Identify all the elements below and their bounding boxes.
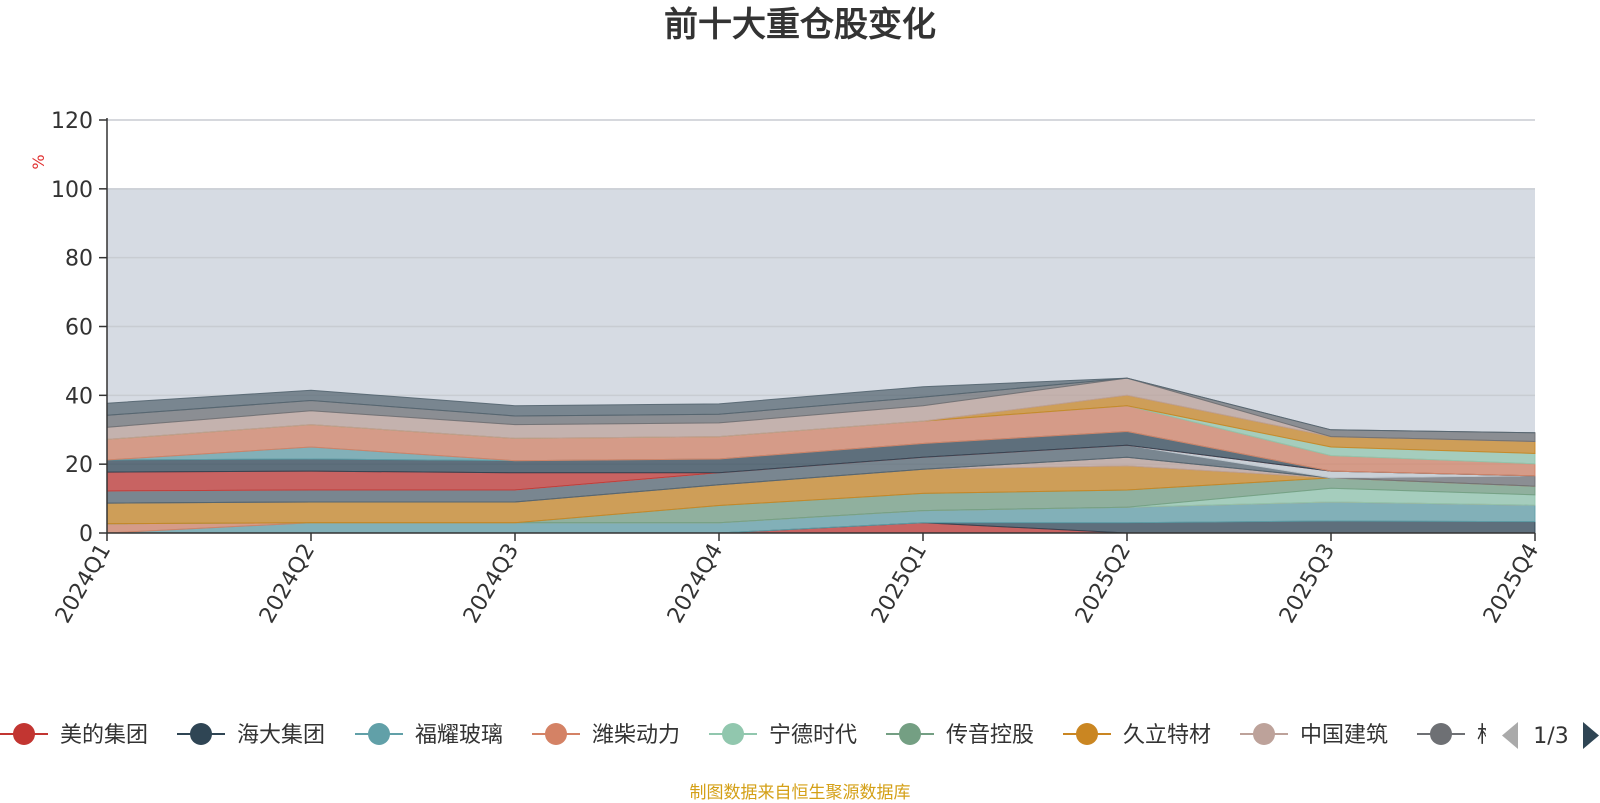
legend-item[interactable]: 海大集团 [177,723,325,748]
legend-prev-page-icon[interactable] [1502,722,1518,749]
legend: 美的集团 海大集团 福耀玻璃 潍柴动力 宁德时代 传音控股 久立特材 中国建筑 格 1/3 [0,722,1599,749]
legend-label: 宁德时代 [769,723,857,748]
chart-title: 前十大重仓股变化 [664,5,936,45]
y-tick-label: 0 [79,522,93,547]
y-axis-unit-label: % [29,154,48,169]
legend-item[interactable]: 潍柴动力 [532,723,680,748]
y-tick-label: 80 [65,247,93,272]
legend-marker-icon [899,723,921,745]
legend-item[interactable]: 美的集团 [0,723,148,748]
x-tick-label: 2025Q4 [1479,540,1544,628]
legend-item[interactable]: 传音控股 [886,723,1034,748]
legend-next-page-icon[interactable] [1583,722,1599,749]
legend-label: 传音控股 [946,723,1034,748]
legend-marker-icon [13,723,35,745]
legend-marker-icon [722,723,744,745]
area-series [106,377,1536,434]
y-tick-label: 20 [65,453,93,478]
y-tick-label: 40 [65,384,93,409]
legend-label: 久立特材 [1123,723,1211,748]
legend-label: 中国建筑 [1300,723,1388,748]
y-tick-label: 100 [51,178,93,203]
legend-marker-icon [545,723,567,745]
legend-label: 海大集团 [237,723,325,748]
legend-item[interactable]: 中国建筑 [1240,723,1388,748]
legend-marker-icon [190,723,212,745]
legend-label: 福耀玻璃 [415,723,503,748]
legend-item[interactable]: 久立特材 [1063,723,1211,748]
legend-marker-icon [368,723,390,745]
source-note: 制图数据来自恒生聚源数据库 [689,783,911,803]
x-tick-label: 2024Q3 [459,540,524,628]
legend-marker-icon [1430,723,1452,745]
x-tick-label: 2025Q1 [867,540,932,628]
legend-items: 美的集团 海大集团 福耀玻璃 潍柴动力 宁德时代 传音控股 久立特材 中国建筑 格 [0,723,1499,748]
x-tick-label: 2024Q1 [51,540,116,628]
x-tick-label: 2025Q2 [1071,540,1136,628]
legend-marker-icon [1076,723,1098,745]
x-tick-label: 2024Q2 [255,540,320,628]
legend-item[interactable]: 福耀玻璃 [355,723,503,748]
legend-marker-icon [1253,723,1275,745]
x-tick-label: 2024Q4 [663,540,728,628]
x-tick-label: 2025Q3 [1275,540,1340,628]
y-tick-label: 60 [65,316,93,341]
legend-item[interactable]: 格 [1417,723,1499,748]
y-tick-label: 120 [51,109,93,134]
legend-page-indicator: 1/3 [1533,724,1568,749]
legend-label: 美的集团 [60,723,148,748]
legend-item[interactable]: 宁德时代 [709,723,857,748]
legend-label: 格 [1477,723,1499,748]
legend-label: 潍柴动力 [592,723,680,748]
area-series-layer [106,377,1536,534]
